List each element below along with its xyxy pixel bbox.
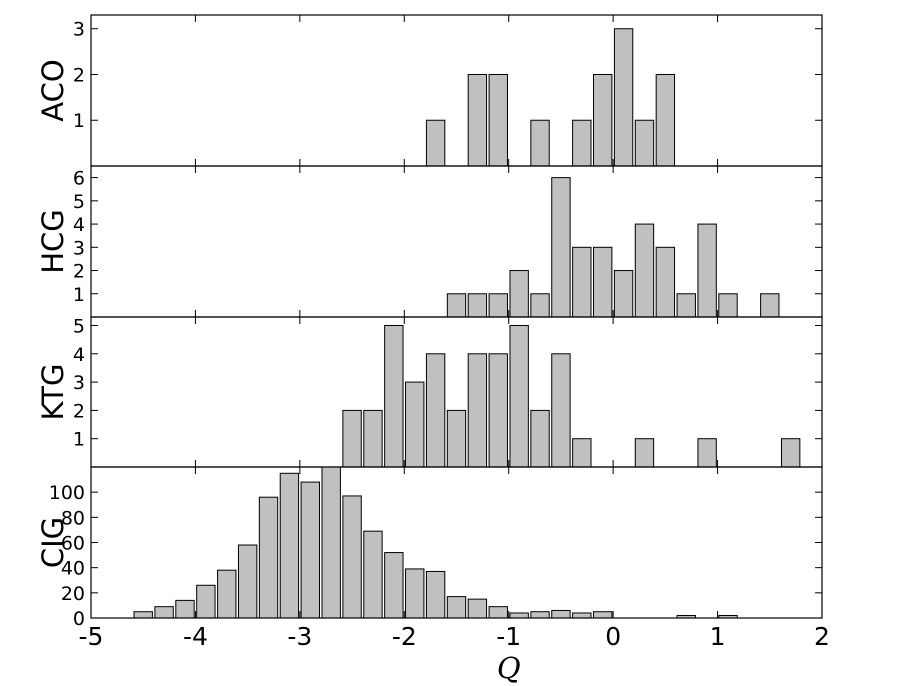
ktg-ytick-label-4: 5: [73, 315, 85, 337]
hcg-bar-7: [593, 246, 613, 318]
aco-ytick-label-1: 2: [73, 64, 85, 86]
cig-ytick-label-1: 20: [61, 583, 85, 605]
cig-bar-7: [279, 472, 300, 619]
cig-bar-0: [133, 611, 153, 619]
ktg-bar-2: [384, 324, 404, 468]
hcg-ytick-label-3: 4: [73, 214, 85, 236]
cig-bar-1: [154, 606, 174, 619]
aco-bar-5: [593, 73, 613, 167]
hcg-bar-1: [467, 293, 488, 318]
ktg-bar-10: [551, 353, 571, 468]
cig-bar-22: [593, 611, 613, 619]
hcg-bar-13: [718, 293, 738, 318]
cig-bar-16: [467, 598, 488, 619]
x-axis-label: Q: [497, 651, 521, 685]
aco-bar-8: [655, 73, 676, 167]
ktg-ytick-label-3: 4: [73, 344, 85, 366]
ktg-bar-0: [342, 409, 362, 468]
hcg-bar-2: [488, 293, 508, 318]
ktg-bar-3: [405, 381, 425, 468]
ktg-bar-11: [572, 438, 592, 468]
aco-bar-1: [467, 73, 488, 167]
xtick-label-7: 2: [814, 622, 830, 651]
aco-ytick-label-2: 3: [73, 19, 85, 41]
aco-ylabel: ACO: [36, 59, 70, 121]
aco-ytick-label-0: 1: [73, 110, 85, 132]
aco-panel-frame: [90, 14, 823, 167]
ktg-ytick-label-0: 1: [73, 429, 85, 451]
cig-bar-4: [217, 569, 237, 619]
hcg-bar-12: [697, 223, 717, 318]
cig-bar-14: [425, 570, 446, 619]
xtick-label-5: 0: [605, 622, 621, 651]
cig-bar-12: [384, 552, 404, 619]
cig-bar-5: [237, 544, 258, 619]
aco-bar-3: [530, 119, 550, 167]
cig-bar-8: [300, 481, 320, 619]
ktg-bar-5: [446, 409, 467, 468]
hcg-bar-11: [676, 293, 696, 318]
hcg-ytick-label-4: 5: [73, 191, 85, 213]
xtick-label-2: -3: [287, 622, 312, 651]
cig-bar-11: [363, 530, 383, 619]
cig-ytick-label-5: 100: [49, 482, 85, 504]
hcg-bar-6: [572, 246, 592, 318]
hcg-ytick-label-5: 6: [73, 168, 85, 190]
cig-ylabel: CIG: [36, 517, 70, 568]
xtick-label-0: -5: [79, 622, 104, 651]
aco-bar-0: [425, 119, 446, 167]
hcg-ytick-label-2: 3: [73, 237, 85, 259]
ktg-bar-12: [634, 438, 655, 468]
aco-bar-2: [488, 73, 508, 167]
cig-ytick-label-4: 80: [61, 507, 85, 529]
hcg-ylabel: HCG: [36, 209, 70, 274]
cig-bar-3: [196, 584, 216, 619]
hcg-bar-0: [446, 293, 467, 318]
ktg-ytick-label-1: 2: [73, 400, 85, 422]
hcg-bar-8: [613, 270, 634, 318]
ktg-bar-4: [425, 353, 446, 468]
xtick-label-1: -4: [183, 622, 208, 651]
hcg-ytick-label-0: 1: [73, 284, 85, 306]
hcg-bar-10: [655, 246, 676, 318]
cig-ytick-label-2: 40: [61, 558, 85, 580]
cig-bar-15: [446, 596, 467, 619]
hcg-ytick-label-1: 2: [73, 261, 85, 283]
cig-bar-9: [321, 466, 341, 619]
hcg-bar-5: [551, 177, 571, 318]
cig-bar-10: [342, 495, 362, 619]
hcg-bar-14: [760, 293, 780, 318]
ktg-bar-6: [467, 353, 488, 468]
ktg-ytick-label-2: 3: [73, 372, 85, 394]
hcg-bar-3: [509, 270, 529, 318]
ktg-bar-1: [363, 409, 383, 468]
cig-bar-2: [175, 599, 195, 619]
ktg-bar-9: [530, 409, 550, 468]
xtick-label-3: -2: [392, 622, 417, 651]
xtick-label-6: 1: [710, 622, 726, 651]
hcg-bar-4: [530, 293, 550, 318]
cig-bar-13: [405, 568, 425, 619]
aco-bar-4: [572, 119, 592, 167]
cig-ytick-label-0: 0: [73, 608, 85, 630]
cig-ytick-label-3: 60: [61, 533, 85, 555]
aco-bar-6: [613, 28, 634, 167]
xtick-label-4: -1: [496, 622, 521, 651]
cig-bar-19: [530, 611, 550, 619]
cig-bar-18: [509, 612, 529, 619]
cig-bar-6: [258, 496, 279, 619]
ktg-bar-13: [697, 438, 717, 468]
cig-bar-21: [572, 612, 592, 619]
cig-bar-17: [488, 606, 508, 619]
ktg-bar-7: [488, 353, 508, 468]
hcg-bar-9: [634, 223, 655, 318]
ktg-ylabel: KTG: [36, 364, 70, 421]
ktg-bar-8: [509, 324, 529, 468]
ktg-bar-14: [780, 438, 801, 468]
aco-bar-7: [634, 119, 655, 167]
cig-bar-20: [551, 609, 571, 619]
